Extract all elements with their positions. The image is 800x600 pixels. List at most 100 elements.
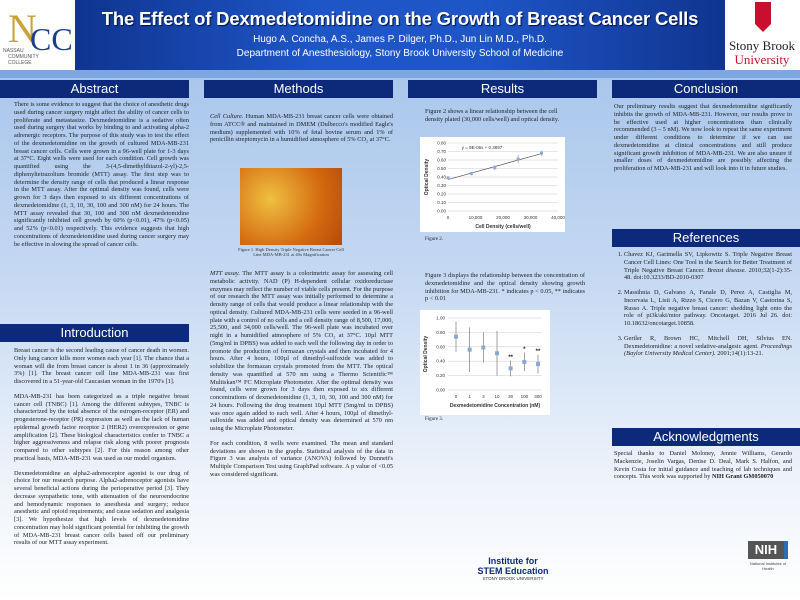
data-point xyxy=(540,151,543,155)
acknowledgments-heading: Acknowledgments xyxy=(612,428,800,446)
x-axis-label: Dexmedetomidine Concentration (nM) xyxy=(450,403,541,409)
authors: Hugo A. Concha, A.S., James P. Dilger, P… xyxy=(253,34,547,45)
header-band xyxy=(0,70,800,78)
x-tick-label: 0 xyxy=(447,215,450,220)
y-tick-label: 0.70 xyxy=(437,149,446,154)
trendline-equation: y = 9E-06x + 0.3697 xyxy=(462,145,503,150)
stem-education-logo: Institute for STEM Education STONY BROOK… xyxy=(458,556,568,582)
y-tick-label: 0.50 xyxy=(437,166,446,171)
figure-1-caption: Figure 1. High Density Triple Negative B… xyxy=(238,247,344,257)
stem-line-3: STONY BROOK UNIVERSITY xyxy=(482,576,544,581)
data-point xyxy=(493,166,497,170)
data-point xyxy=(516,157,520,161)
y-tick-label: 0.60 xyxy=(437,158,446,163)
x-tick-label: 20,000 xyxy=(496,215,510,220)
grant-number: NIH Grant GM050070 xyxy=(712,473,774,481)
abstract-heading: Abstract xyxy=(0,80,189,98)
y-tick-label: 0.80 xyxy=(437,141,446,146)
references-list: Chavez KJ, Garimella SV, Lipkowitz S. Tr… xyxy=(614,251,792,365)
x-tick-label: 30,000 xyxy=(524,215,538,220)
svg-text:Stony Brook: Stony Brook xyxy=(729,38,796,53)
y-tick-label: 0.10 xyxy=(437,200,446,205)
figure-3-caption: Figure 3. xyxy=(425,417,444,422)
y-tick-label: 0.00 xyxy=(437,209,446,214)
x-tick-label: 30 xyxy=(508,394,514,399)
reference-item: Gertler R, Brown HC, Mitchell DH, Silviu… xyxy=(624,335,792,358)
figure-2-caption: Figure 2. xyxy=(425,237,444,242)
intro-paragraph: MDA-MB-231 has been categorized as a tri… xyxy=(14,392,189,462)
intro-paragraph: Breast cancer is the second leading caus… xyxy=(14,347,189,385)
nih-logo: NIH National Institutes of Health xyxy=(748,541,788,571)
y-tick-label: 0.40 xyxy=(436,359,445,364)
data-point xyxy=(446,176,450,180)
cell-culture-body: Human MDA-MB-231 breast cancer cells wer… xyxy=(210,113,393,144)
svg-text:N: N xyxy=(8,6,37,51)
svg-text:NASSAU: NASSAU xyxy=(3,48,24,54)
data-point xyxy=(508,366,513,371)
x-tick-label: 3 xyxy=(482,394,485,399)
y-tick-label: 1.00 xyxy=(436,316,445,321)
data-point xyxy=(536,362,540,367)
nassau-community-college-logo: N CC NASSAU COMMUNITY COLLEGE xyxy=(0,0,75,70)
methods-heading: Methods xyxy=(204,80,393,98)
results-heading: Results xyxy=(408,80,597,98)
x-tick-label: 40,000 xyxy=(551,215,565,220)
x-tick-label: 10 xyxy=(494,394,500,399)
reference-item: Massihnia D, Galvano A, Fanale D, Perez … xyxy=(624,289,792,328)
nih-mark: NIH xyxy=(748,541,788,559)
y-tick-label: 0.20 xyxy=(436,373,445,378)
data-point xyxy=(481,345,486,350)
stem-line-1: Institute for xyxy=(488,556,538,566)
introduction-text: Breast cancer is the second leading caus… xyxy=(14,347,189,554)
data-point xyxy=(454,334,458,339)
x-tick-label: 300 xyxy=(534,394,542,399)
svg-text:CC: CC xyxy=(30,21,73,57)
y-axis-label: Optical Density xyxy=(423,336,429,373)
abstract-text: There is some evidence to suggest that t… xyxy=(14,101,189,248)
conclusion-heading: Conclusion xyxy=(612,80,800,98)
mtt-label: MTT assay. xyxy=(210,270,240,277)
poster-header xyxy=(0,0,800,70)
y-tick-label: 0.40 xyxy=(437,175,446,180)
y-tick-label: 0.60 xyxy=(436,344,445,349)
poster-title: The Effect of Dexmedetomidine on the Gro… xyxy=(101,8,699,29)
x-tick-label: 0 xyxy=(455,394,458,399)
nih-subtitle: National Institutes of Health xyxy=(749,561,787,571)
significance-marker: ** xyxy=(536,349,541,355)
significance-marker: ** xyxy=(508,355,513,361)
cell-culture-label: Cell Culture. xyxy=(210,113,244,120)
figure-3-text: Figure 3 displays the relationship betwe… xyxy=(425,272,585,303)
svg-text:University: University xyxy=(735,52,790,67)
svg-text:COMMUNITY: COMMUNITY xyxy=(8,54,39,60)
y-tick-label: 0.80 xyxy=(436,330,445,335)
stony-brook-logo: Stony Brook University xyxy=(725,0,800,70)
data-point xyxy=(522,359,527,364)
y-axis-label: Optical Density xyxy=(424,159,430,196)
stats-text: For each condition, 8 wells were examine… xyxy=(210,439,393,478)
data-point xyxy=(469,172,473,176)
y-tick-label: 0.00 xyxy=(436,388,445,393)
intro-paragraph: Dexmedetomidine an alpha2-adrenoceptor a… xyxy=(14,469,189,547)
data-point xyxy=(467,347,472,352)
x-tick-label: 10,000 xyxy=(469,215,483,220)
y-tick-label: 0.20 xyxy=(437,192,446,197)
stem-line-2: STEM Education xyxy=(477,566,549,576)
y-tick-label: 0.30 xyxy=(437,183,446,188)
conclusion-text: Our preliminary results suggest that dex… xyxy=(614,103,792,172)
data-point xyxy=(495,351,499,356)
figure-2-chart: 0.00 0.10 0.20 0.30 0.40 0.50 0.60 0.70 0.80 0 10,… xyxy=(420,137,565,232)
x-tick-label: 1 xyxy=(468,394,471,399)
x-tick-label: 100 xyxy=(521,394,529,399)
significance-marker: * xyxy=(523,347,526,353)
figure-1-micrograph xyxy=(240,168,342,245)
introduction-heading: Introduction xyxy=(0,324,189,342)
svg-text:COLLEGE: COLLEGE xyxy=(8,60,32,66)
acknowledgments-text: Special thanks to Daniel Moloney, Jennie… xyxy=(614,450,792,481)
figure-3-chart: 0.00 0.20 0.40 0.60 0.80 1.00 0 1 3 10 30 ** 100 * 300… xyxy=(420,310,550,415)
figure-2-text: Figure 2 shows a linear relationship bet… xyxy=(425,108,560,123)
mtt-text: MTT assay. The MTT assay is a colorimetr… xyxy=(210,270,393,486)
department: Department of Anesthesiology, Stony Broo… xyxy=(236,48,564,59)
mtt-body: The MTT assay is a colorimetric assay fo… xyxy=(210,270,393,432)
reference-item: Chavez KJ, Garimella SV, Lipkowitz S. Tr… xyxy=(624,251,792,282)
x-axis-label: Cell Density (cells/well) xyxy=(475,224,531,230)
